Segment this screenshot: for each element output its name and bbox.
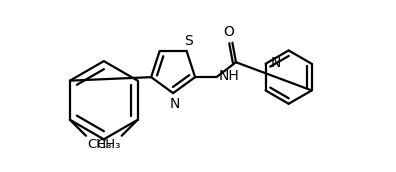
Text: CH₃: CH₃ xyxy=(88,138,112,150)
Text: N: N xyxy=(170,97,180,111)
Text: CH₃: CH₃ xyxy=(96,138,120,150)
Text: NH: NH xyxy=(218,69,239,83)
Text: S: S xyxy=(184,34,193,48)
Text: N: N xyxy=(270,56,280,70)
Text: O: O xyxy=(223,25,234,39)
